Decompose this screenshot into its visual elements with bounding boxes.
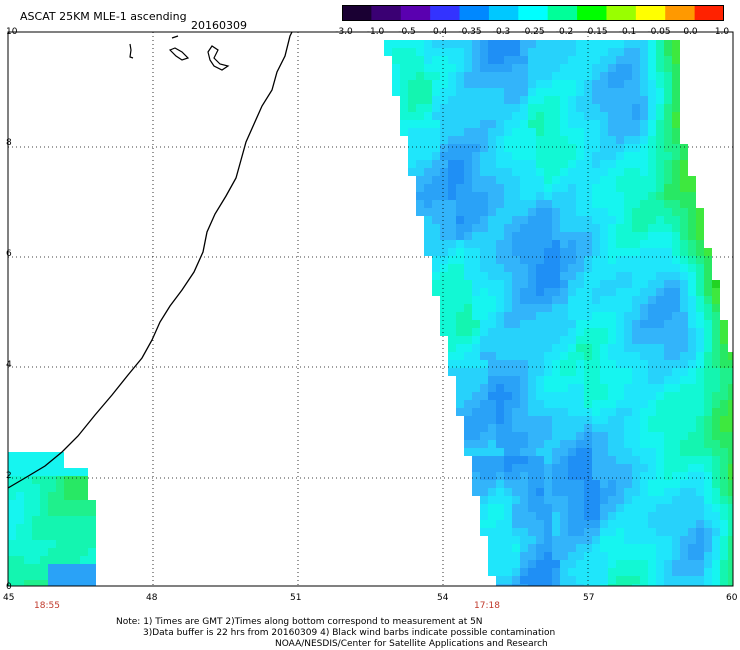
colorbar-segment: [518, 5, 549, 21]
colorbar-segment: [400, 5, 431, 21]
scatterometer-swaths: [8, 40, 733, 586]
map-grid: [8, 32, 733, 586]
x-tick-45: 45: [3, 593, 15, 603]
colorbar-segment: [694, 5, 724, 21]
map-frame: [7, 31, 734, 587]
colorbar-gradient: [342, 5, 724, 21]
map-title: ASCAT 25KM MLE-1 ascending: [20, 10, 187, 23]
y-tick-6: 6: [6, 249, 12, 259]
colorbar-segment: [665, 5, 696, 21]
note-line-3: NOAA/NESDIS/Center for Satellite Applica…: [275, 639, 548, 649]
colorbar-segment: [577, 5, 608, 21]
y-tick-0: 0: [6, 582, 12, 592]
x-tick-54: 54: [437, 593, 449, 603]
x-tick-51: 51: [290, 593, 302, 603]
pass-time-right: 17:18: [474, 601, 500, 611]
colorbar-segment: [635, 5, 666, 21]
y-tick-8: 8: [6, 138, 12, 148]
x-tick-60: 60: [726, 593, 738, 603]
x-tick-48: 48: [146, 593, 158, 603]
y-tick-10: 10: [6, 27, 18, 37]
colorbar-segment: [342, 5, 372, 21]
colorbar: [342, 5, 724, 21]
x-tick-57: 57: [583, 593, 595, 603]
colorbar-segment: [459, 5, 490, 21]
note-line-1: Note: 1) Times are GMT 2)Times along bot…: [116, 617, 483, 627]
coastline: [7, 31, 293, 489]
y-tick-4: 4: [6, 360, 12, 370]
map-date: 20160309: [191, 19, 247, 32]
y-tick-2: 2: [6, 471, 12, 481]
colorbar-segment: [488, 5, 519, 21]
colorbar-segment: [371, 5, 402, 21]
colorbar-segment: [547, 5, 578, 21]
note-line-2: 3)Data buffer is 22 hrs from 20160309 4)…: [143, 628, 556, 638]
pass-time-left: 18:55: [34, 601, 60, 611]
colorbar-segment: [606, 5, 637, 21]
islands: [129, 35, 230, 71]
colorbar-segment: [430, 5, 461, 21]
